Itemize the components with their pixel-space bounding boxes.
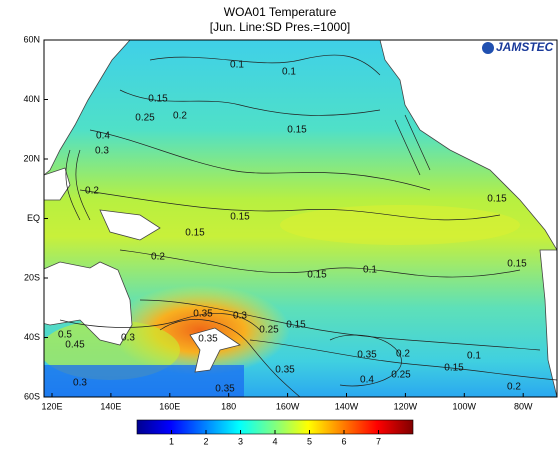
subtitle: [Jun. Line:SD Pres.=1000] <box>210 20 350 34</box>
contour-label: 0.15 <box>230 212 250 223</box>
colorbar-tick-label: 2 <box>203 436 208 446</box>
contour-label: 0.1 <box>282 67 296 78</box>
logo-text: JAMSTEC <box>496 40 554 54</box>
lon-label: 140W <box>335 401 359 411</box>
lat-label: 60N <box>23 34 40 44</box>
contour-label: 0.35 <box>198 334 218 345</box>
contour-label: 0.15 <box>444 363 464 374</box>
logo: JAMSTEC <box>482 40 554 54</box>
contour-label: 0.2 <box>151 252 165 263</box>
contour-label: 0.4 <box>96 131 110 142</box>
lat-label: 40N <box>23 94 40 104</box>
colorbar-tick-label: 4 <box>272 436 277 446</box>
contour-label: 0.15 <box>286 320 306 331</box>
lon-label: 120W <box>394 401 418 411</box>
colorbar-tick-label: 1 <box>169 436 174 446</box>
contour-label: 0.35 <box>357 350 377 361</box>
colorbar-tick-label: 3 <box>238 436 243 446</box>
contour-label: 0.5 <box>58 330 72 341</box>
lon-label: 160E <box>159 401 180 411</box>
contour-label: 0.45 <box>65 340 85 351</box>
contour-label: 0.25 <box>259 325 279 336</box>
contour-label: 0.25 <box>135 113 155 124</box>
colorbar-tick-label: 6 <box>341 436 346 446</box>
lon-label: 180 <box>221 401 236 411</box>
contour-label: 0.2 <box>173 111 187 122</box>
contour-label: 0.15 <box>507 259 527 270</box>
contour-label: 0.3 <box>95 146 109 157</box>
contour-label: 0.1 <box>230 60 244 71</box>
lon-label: 80W <box>514 401 533 411</box>
lon-label: 100W <box>453 401 477 411</box>
lon-label: 120E <box>41 401 62 411</box>
lat-label: 60S <box>24 391 40 401</box>
contour-label: 0.2 <box>396 349 410 360</box>
contour-label: 0.15 <box>148 94 168 105</box>
contour-label: 0.2 <box>507 382 521 393</box>
contour-label: 0.4 <box>360 375 374 386</box>
contour-label: 0.1 <box>363 265 377 276</box>
map-field <box>44 40 557 397</box>
contour-label: 0.15 <box>487 194 507 205</box>
colorbar-tick-label: 7 <box>376 436 381 446</box>
lat-label: 40S <box>24 332 40 342</box>
contour-label: 0.1 <box>467 351 481 362</box>
contour-label: 0.35 <box>275 365 295 376</box>
title: WOA01 Temperature <box>224 5 337 19</box>
lon-label: 140E <box>100 401 121 411</box>
contour-label: 0.3 <box>233 311 247 322</box>
contour-label: 0.15 <box>307 270 327 281</box>
colorbar-tick-label: 5 <box>307 436 312 446</box>
contour-label: 0.35 <box>215 384 235 395</box>
lat-label: 20N <box>23 153 40 163</box>
contour-label: 0.3 <box>121 333 135 344</box>
contour-label: 0.25 <box>391 370 411 381</box>
contour-label: 0.35 <box>193 309 213 320</box>
lat-label: 20S <box>24 272 40 282</box>
contour-label: 0.3 <box>73 378 87 389</box>
contour-label: 0.15 <box>287 125 307 136</box>
lat-label: EQ <box>27 213 40 223</box>
contour-label: 0.15 <box>185 228 205 239</box>
lon-label: 160W <box>276 401 300 411</box>
contour-label: 0.2 <box>85 186 99 197</box>
